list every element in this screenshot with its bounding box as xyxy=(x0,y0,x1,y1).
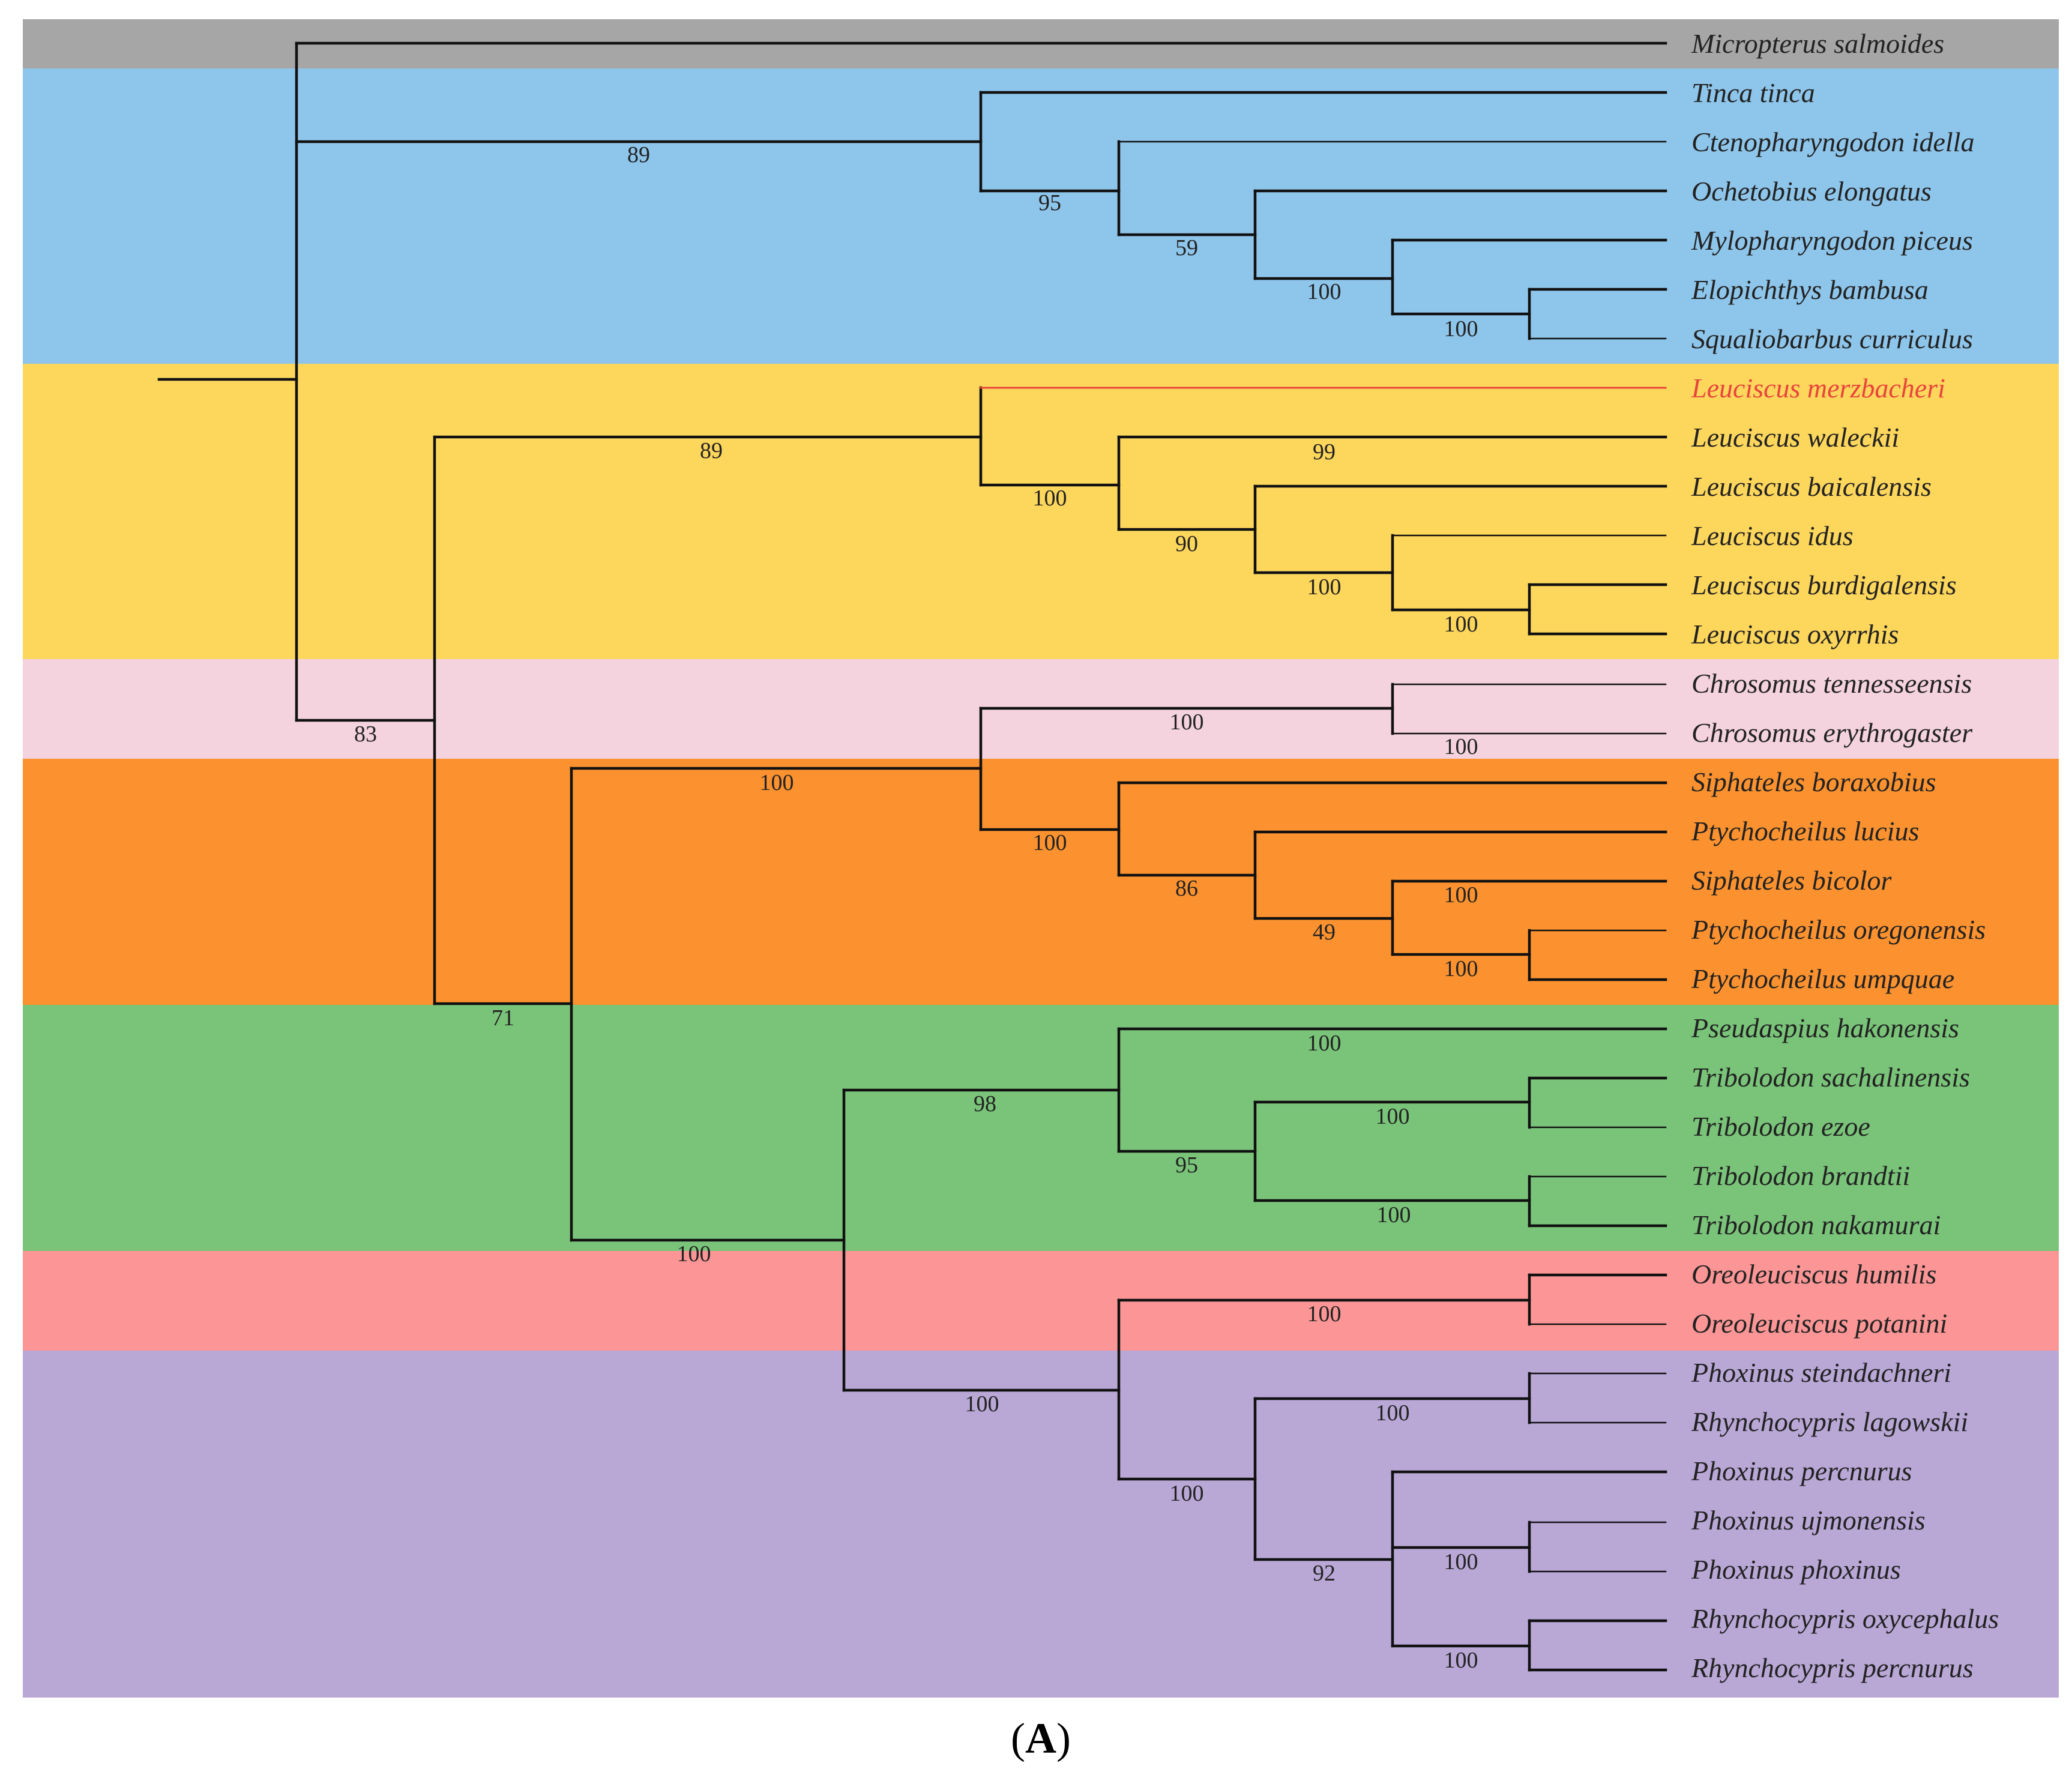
support-value: 100 xyxy=(1377,1202,1411,1228)
band-yellow-clade xyxy=(23,364,2059,659)
support-value: 89 xyxy=(627,142,650,167)
taxon-label: Ctenopharyngodon idella xyxy=(1691,127,1974,157)
support-value: 100 xyxy=(1307,574,1342,600)
clade-bands xyxy=(23,19,2059,1698)
support-value: 100 xyxy=(760,770,794,795)
support-value: 100 xyxy=(1444,1648,1478,1673)
band-orange-clade xyxy=(23,759,2059,1005)
taxon-label: Tribolodon ezoe xyxy=(1691,1111,1870,1142)
taxon-label: Leuciscus baicalensis xyxy=(1691,471,1932,502)
support-value: 92 xyxy=(1313,1561,1336,1586)
support-value: 99 xyxy=(1313,439,1336,465)
taxon-label: Chrosomus tennesseensis xyxy=(1691,668,1972,699)
support-value: 100 xyxy=(965,1391,999,1417)
caption-open-paren: ( xyxy=(1011,1714,1025,1762)
taxon-label: Phoxinus steindachneri xyxy=(1691,1357,1951,1388)
taxon-label: Rhynchocypris percnurus xyxy=(1691,1653,1974,1683)
taxon-label: Leuciscus oxyrrhis xyxy=(1691,619,1899,649)
taxon-label: Siphateles boraxobius xyxy=(1691,767,1936,797)
taxon-label: Rhynchocypris lagowskii xyxy=(1691,1406,1968,1437)
support-value: 95 xyxy=(1038,190,1061,215)
taxon-label: Leuciscus burdigalensis xyxy=(1691,570,1957,600)
taxon-label: Ptychocheilus umpquae xyxy=(1691,963,1954,994)
support-value: 100 xyxy=(1444,612,1478,637)
taxon-labels: Micropterus salmoides Tinca tinca Ctenop… xyxy=(1691,28,1999,1683)
band-green-clade xyxy=(23,1005,2059,1251)
taxon-label: Rhynchocypris oxycephalus xyxy=(1691,1603,1999,1634)
support-value: 90 xyxy=(1175,531,1198,556)
taxon-label: Mylopharyngodon piceus xyxy=(1691,225,1973,256)
support-value: 83 xyxy=(354,722,377,747)
taxon-label-highlighted: Leuciscus merzbacheri xyxy=(1691,373,1945,403)
support-value: 59 xyxy=(1175,235,1198,261)
support-value: 100 xyxy=(1033,830,1067,855)
caption-letter: A xyxy=(1025,1714,1056,1762)
support-value: 98 xyxy=(974,1091,996,1117)
support-value: 71 xyxy=(492,1005,514,1031)
support-values: 89 95 59 100 100 83 89 100 90 100 100 99… xyxy=(354,142,1478,1673)
support-value: 100 xyxy=(1033,486,1067,511)
band-red-clade xyxy=(23,1251,2059,1351)
taxon-label: Oreoleuciscus humilis xyxy=(1691,1259,1936,1289)
figure-caption: (A) xyxy=(1011,1714,1071,1762)
taxon-label: Siphateles bicolor xyxy=(1691,865,1893,896)
support-value: 100 xyxy=(1444,734,1478,759)
taxon-label: Tribolodon brandtii xyxy=(1691,1160,1910,1191)
support-value: 100 xyxy=(1307,1031,1342,1056)
taxon-label: Leuciscus waleckii xyxy=(1691,422,1899,453)
taxon-label: Ptychocheilus oregonensis xyxy=(1691,914,1986,945)
taxon-label: Tribolodon nakamurai xyxy=(1691,1210,1941,1240)
taxon-label: Pseudaspius hakonensis xyxy=(1691,1013,1959,1043)
support-value: 86 xyxy=(1175,876,1198,901)
taxon-label: Leuciscus idus xyxy=(1691,520,1854,551)
support-value: 49 xyxy=(1313,920,1336,945)
support-value: 100 xyxy=(1444,1549,1478,1575)
band-blue-clade xyxy=(23,68,2059,364)
support-value: 100 xyxy=(677,1241,711,1267)
band-purple-clade xyxy=(23,1351,2059,1698)
taxon-label: Tinca tinca xyxy=(1691,77,1815,108)
support-value: 100 xyxy=(1307,279,1342,304)
support-value: 100 xyxy=(1444,882,1478,908)
taxon-label: Oreoleuciscus potanini xyxy=(1691,1308,1947,1339)
taxon-label: Chrosomus erythrogaster xyxy=(1691,717,1973,748)
caption-close-paren: ) xyxy=(1056,1714,1071,1762)
taxon-label: Micropterus salmoides xyxy=(1691,28,1944,59)
support-value: 100 xyxy=(1170,1481,1204,1506)
taxon-label: Phoxinus phoxinus xyxy=(1691,1554,1901,1585)
support-value: 100 xyxy=(1376,1400,1410,1426)
support-value: 100 xyxy=(1444,316,1478,342)
taxon-label: Squaliobarbus curriculus xyxy=(1691,324,1973,354)
taxon-label: Phoxinus ujmonensis xyxy=(1691,1505,1926,1535)
taxon-label: Ptychocheilus lucius xyxy=(1691,816,1919,846)
taxon-label: Elopichthys bambusa xyxy=(1691,274,1929,305)
support-value: 95 xyxy=(1175,1153,1198,1178)
taxon-label: Ochetobius elongatus xyxy=(1691,176,1932,206)
support-value: 100 xyxy=(1444,956,1478,981)
taxon-label: Tribolodon sachalinensis xyxy=(1691,1062,1970,1092)
taxon-label: Phoxinus percnurus xyxy=(1691,1456,1912,1486)
tree-branches xyxy=(157,41,1667,1672)
support-value: 100 xyxy=(1307,1301,1342,1327)
support-value: 89 xyxy=(700,438,723,463)
support-value: 100 xyxy=(1376,1104,1410,1129)
support-value: 100 xyxy=(1170,710,1204,735)
